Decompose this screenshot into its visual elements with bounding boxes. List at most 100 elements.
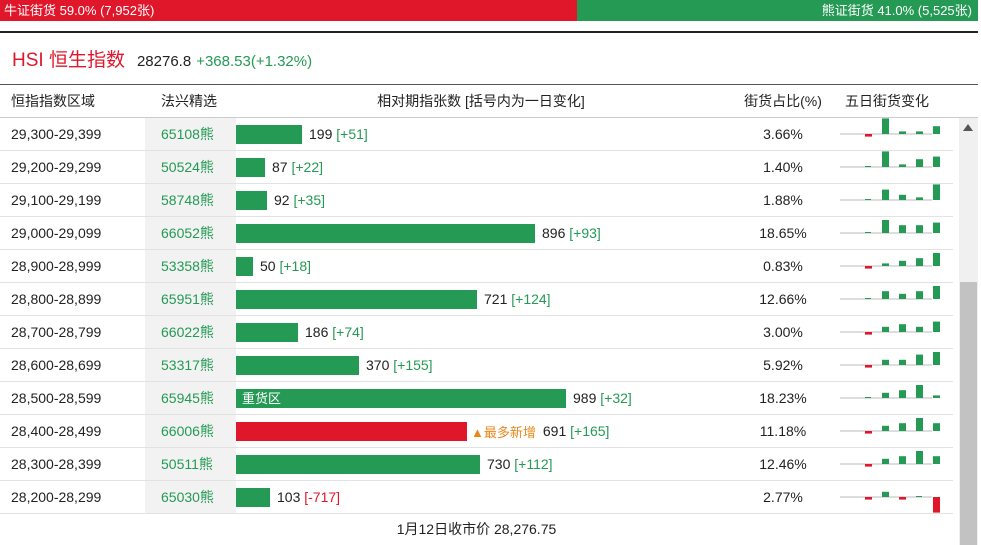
header-five-day: 五日街货变化 bbox=[845, 93, 929, 109]
share-cell: 18.23% bbox=[759, 390, 807, 406]
five-day-bar bbox=[882, 491, 889, 497]
count-bar bbox=[236, 421, 467, 441]
count-cell: 186 [+74] bbox=[236, 316, 726, 348]
five-day-bar bbox=[882, 291, 889, 299]
warrant-link[interactable]: 66006熊 bbox=[145, 415, 236, 447]
range-cell: 28,500-28,599 bbox=[11, 390, 102, 406]
five-day-sparkline bbox=[840, 151, 940, 168]
count-change: [+74] bbox=[332, 324, 364, 340]
table-row[interactable]: 29,100-29,199 58748熊 92 [+35] 1.88% bbox=[0, 184, 953, 217]
count-number: 50 bbox=[260, 258, 276, 274]
five-day-chart bbox=[840, 283, 953, 315]
scroll-up-arrow-icon[interactable] bbox=[963, 124, 973, 131]
five-day-chart bbox=[840, 118, 953, 150]
count-number: 730 bbox=[487, 456, 511, 472]
table-row[interactable]: 29,000-29,099 66052熊 896 [+93] 18.65% bbox=[0, 217, 953, 250]
table-row[interactable]: 28,200-28,299 65030熊 103 [-717] 2.77% bbox=[0, 481, 953, 514]
five-day-sparkline bbox=[840, 253, 940, 269]
five-day-bar bbox=[916, 326, 923, 332]
five-day-bar bbox=[916, 291, 923, 299]
five-day-bar bbox=[916, 354, 923, 365]
five-day-bar bbox=[933, 184, 940, 200]
table-row[interactable]: 28,500-28,599 65945熊 重货区 989 [+32] 18.23% bbox=[0, 382, 953, 415]
scrollbar[interactable] bbox=[959, 118, 978, 545]
five-day-bar bbox=[933, 352, 940, 365]
table-row[interactable]: 29,300-29,399 65108熊 199 [+51] 3.66% bbox=[0, 118, 953, 151]
count-value: 103 [-717] bbox=[277, 489, 340, 505]
header-select: 法兴精选 bbox=[161, 93, 217, 109]
table-row[interactable]: 28,700-28,799 66022熊 186 [+74] 3.00% bbox=[0, 316, 953, 349]
five-day-bar bbox=[882, 359, 889, 365]
share-cell: 2.77% bbox=[763, 489, 803, 505]
table-body[interactable]: 29,300-29,399 65108熊 199 [+51] 3.66% 29,200-… bbox=[0, 118, 953, 514]
range-cell: 29,300-29,399 bbox=[11, 126, 102, 142]
warrant-link[interactable]: 65945熊 bbox=[145, 382, 236, 414]
table-row[interactable]: 28,900-28,999 53358熊 50 [+18] 0.83% bbox=[0, 250, 953, 283]
five-day-bar bbox=[916, 159, 923, 167]
range-cell: 29,100-29,199 bbox=[11, 192, 102, 208]
count-change: [+124] bbox=[511, 291, 551, 307]
table-row[interactable]: 29,200-29,299 50524熊 87 [+22] 1.40% bbox=[0, 151, 953, 184]
range-cell: 28,400-28,499 bbox=[11, 423, 102, 439]
warrant-link[interactable]: 58748熊 bbox=[145, 184, 236, 216]
warrant-link[interactable]: 66022熊 bbox=[145, 316, 236, 348]
five-day-bar bbox=[916, 451, 923, 464]
five-day-chart bbox=[840, 151, 953, 183]
warrant-link[interactable]: 50524熊 bbox=[145, 151, 236, 183]
header-range: 恒指指数区域 bbox=[11, 93, 95, 109]
five-day-bar bbox=[865, 232, 871, 233]
count-change: [-717] bbox=[304, 489, 341, 505]
index-title[interactable]: HSI 恒生指数 bbox=[12, 50, 125, 71]
warrant-link[interactable]: 50511熊 bbox=[145, 448, 236, 480]
five-day-bar bbox=[933, 423, 940, 431]
table-row[interactable]: 28,400-28,499 66006熊 ▲最多新增 691 [+165] 11.18% bbox=[0, 415, 953, 448]
count-change: [+93] bbox=[569, 225, 601, 241]
count-change: [+112] bbox=[514, 456, 553, 472]
range-cell: 28,300-28,399 bbox=[11, 456, 102, 472]
count-number: 721 bbox=[484, 291, 508, 307]
count-value: 92 [+35] bbox=[274, 192, 325, 208]
count-number: 896 bbox=[542, 225, 566, 241]
five-day-bar bbox=[933, 286, 940, 299]
count-bar: 重货区 bbox=[236, 388, 566, 408]
share-cell: 12.66% bbox=[759, 291, 807, 307]
five-day-chart bbox=[840, 316, 953, 348]
share-cell: 3.66% bbox=[763, 126, 803, 142]
five-day-bar bbox=[882, 118, 889, 134]
count-cell: 370 [+155] bbox=[236, 349, 726, 381]
warrant-link[interactable]: 65030熊 bbox=[145, 481, 236, 513]
five-day-bar bbox=[882, 263, 889, 266]
five-day-chart bbox=[840, 217, 953, 249]
table-row[interactable]: 28,800-28,899 65951熊 721 [+124] 12.66% bbox=[0, 283, 953, 316]
warrant-link[interactable]: 53358熊 bbox=[145, 250, 236, 282]
five-day-bar bbox=[916, 418, 923, 431]
five-day-bar bbox=[916, 225, 923, 233]
table-row[interactable]: 28,600-28,699 53317熊 370 [+155] 5.92% bbox=[0, 349, 953, 382]
count-bar bbox=[236, 190, 267, 210]
header-count: 相对期指张数 [括号内为一日变化] bbox=[377, 93, 585, 109]
range-cell: 29,000-29,099 bbox=[11, 225, 102, 241]
closing-price-note: 1月12日收市价 28,276.75 bbox=[396, 521, 557, 537]
five-day-bar bbox=[865, 298, 871, 299]
bull-ratio-segment: 牛证街货 59.0% (7,952张) bbox=[0, 0, 578, 21]
count-bar bbox=[236, 223, 535, 243]
five-day-chart bbox=[840, 415, 953, 447]
count-number: 989 bbox=[573, 390, 597, 406]
count-change: [+155] bbox=[393, 357, 433, 373]
warrant-link[interactable]: 65108熊 bbox=[145, 118, 236, 150]
table-row[interactable]: 28,300-28,399 50511熊 730 [+112] 12.46% bbox=[0, 448, 953, 481]
count-value: 730 [+112] bbox=[487, 456, 553, 472]
count-value: 87 [+22] bbox=[272, 159, 323, 175]
count-cell: ▲最多新增 691 [+165] bbox=[236, 415, 726, 447]
warrant-link[interactable]: 65951熊 bbox=[145, 283, 236, 315]
five-day-bar bbox=[865, 431, 872, 434]
count-cell: 199 [+51] bbox=[236, 118, 726, 150]
five-day-bar bbox=[933, 222, 940, 233]
five-day-bar bbox=[899, 131, 906, 134]
warrant-link[interactable]: 53317熊 bbox=[145, 349, 236, 381]
warrant-link[interactable]: 66052熊 bbox=[145, 217, 236, 249]
five-day-bar bbox=[882, 189, 889, 200]
five-day-sparkline bbox=[840, 418, 940, 434]
scroll-thumb[interactable] bbox=[960, 282, 977, 545]
five-day-bar bbox=[933, 126, 940, 134]
